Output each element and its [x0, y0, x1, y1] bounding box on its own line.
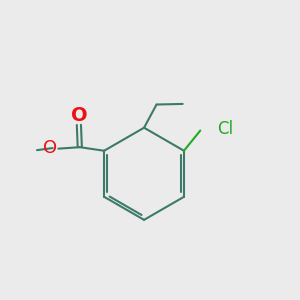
Text: O: O — [70, 106, 87, 125]
Text: Cl: Cl — [217, 120, 233, 138]
Text: O: O — [43, 139, 57, 157]
